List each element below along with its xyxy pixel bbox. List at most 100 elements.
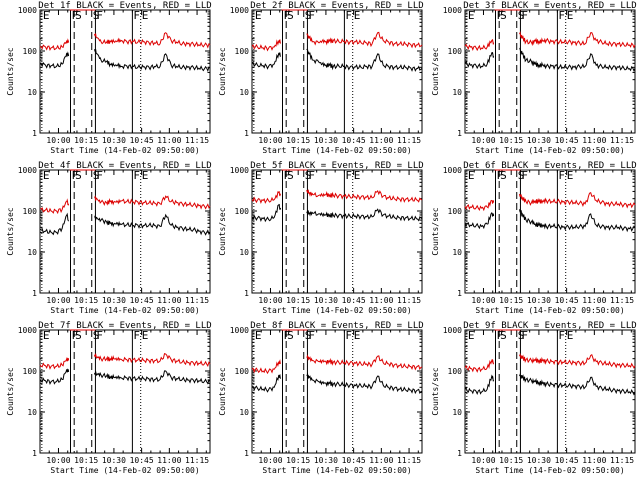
panel-title: Det 8f BLACK = Events, RED = LLD xyxy=(250,321,423,331)
x-tick-label: 10:45 xyxy=(342,136,366,145)
y-tick-label: 100 xyxy=(23,207,38,216)
plot-frame xyxy=(251,169,423,294)
y-tick-label: 1000 xyxy=(443,326,462,335)
x-tick-label: 10:15 xyxy=(499,136,523,145)
y-tick-label: 100 xyxy=(448,367,463,376)
lld-series-line xyxy=(94,195,211,210)
y-tick-label: 10 xyxy=(27,408,37,417)
x-tick-label: 11:15 xyxy=(610,136,634,145)
marker-label: F xyxy=(308,329,315,342)
lld-series-line xyxy=(464,199,495,212)
marker-label: E xyxy=(43,329,50,342)
panel-title: Det 1f BLACK = Events, RED = LLD xyxy=(38,1,211,11)
marker-label: F xyxy=(558,169,565,182)
x-axis-label: Start Time (14-Feb-02 09:50:00) xyxy=(50,306,199,315)
y-tick-label: 1 xyxy=(457,289,462,298)
x-tick-label: 10:30 xyxy=(314,296,338,305)
x-tick-label: 11:15 xyxy=(397,296,421,305)
events-series-line xyxy=(251,373,282,393)
y-tick-label: 1000 xyxy=(18,326,37,335)
marker-label: F xyxy=(521,329,528,342)
events-series-line xyxy=(306,208,423,222)
y-tick-label: 1 xyxy=(32,289,37,298)
x-axis-label: Start Time (14-Feb-02 09:50:00) xyxy=(262,146,411,155)
x-axis-label: Start Time (14-Feb-02 09:50:00) xyxy=(262,306,411,315)
x-tick-label: 11:15 xyxy=(397,136,421,145)
panel-title: Det 7f BLACK = Events, RED = LLD xyxy=(38,321,211,331)
lld-series-line xyxy=(251,39,281,52)
x-tick-label: 10:15 xyxy=(286,456,310,465)
y-tick-label: 100 xyxy=(23,47,38,56)
x-tick-label: 11:00 xyxy=(157,456,181,465)
x-tick-label: 10:45 xyxy=(130,136,154,145)
x-tick-label: 11:15 xyxy=(397,456,421,465)
x-tick-label: 10:45 xyxy=(555,456,579,465)
lld-series-line xyxy=(251,191,282,205)
y-axis-label: Counts/sec xyxy=(6,367,15,415)
marker-label: E xyxy=(43,169,50,182)
y-tick-label: 10 xyxy=(452,88,462,97)
marker-label: S xyxy=(500,169,507,182)
marker-label: S xyxy=(93,329,100,342)
marker-label: E xyxy=(142,329,149,342)
marker-label: S xyxy=(518,329,525,342)
x-tick-label: 10:30 xyxy=(314,456,338,465)
y-axis-label: Counts/sec xyxy=(218,47,227,95)
y-tick-label: 1000 xyxy=(443,166,462,175)
marker-label: F xyxy=(345,9,352,22)
x-tick-label: 10:30 xyxy=(527,456,551,465)
x-tick-label: 11:00 xyxy=(369,136,393,145)
marker-label: F xyxy=(71,9,78,22)
marker-label: S xyxy=(75,169,82,182)
y-axis-label: Counts/sec xyxy=(6,47,15,95)
lld-series-line xyxy=(464,39,495,52)
panel-det-6: Det 6f BLACK = Events, RED = LLD 1 10 100 10… xyxy=(431,161,637,315)
marker-label: F xyxy=(558,329,565,342)
x-tick-label: 10:00 xyxy=(46,296,70,305)
lld-series-line xyxy=(94,32,211,49)
marker-label: S xyxy=(93,169,100,182)
x-axis-label: Start Time (14-Feb-02 09:50:00) xyxy=(50,466,199,475)
x-tick-label: 10:00 xyxy=(471,296,495,305)
marker-label: E xyxy=(142,169,149,182)
x-tick-label: 10:15 xyxy=(286,136,310,145)
marker-label: F xyxy=(496,169,503,182)
x-tick-label: 11:00 xyxy=(369,296,393,305)
x-tick-label: 11:15 xyxy=(610,296,634,305)
y-tick-label: 1 xyxy=(457,449,462,458)
marker-label: F xyxy=(521,169,528,182)
events-series-line xyxy=(306,372,423,395)
x-tick-label: 11:00 xyxy=(582,456,606,465)
x-tick-label: 10:00 xyxy=(46,456,70,465)
marker-label: F xyxy=(133,169,140,182)
events-series-line xyxy=(251,203,282,223)
marker-label: F xyxy=(558,9,565,22)
panel-det-5: Det 5f BLACK = Events, RED = LLD 1 10 100 10… xyxy=(218,161,424,315)
marker-label: F xyxy=(71,329,78,342)
y-tick-label: 100 xyxy=(448,207,463,216)
x-tick-label: 10:15 xyxy=(74,136,98,145)
marker-label: S xyxy=(305,169,312,182)
plot-frame xyxy=(251,329,423,454)
x-tick-label: 10:45 xyxy=(555,136,579,145)
y-tick-label: 100 xyxy=(235,47,250,56)
marker-label: E xyxy=(255,9,262,22)
panel-det-2: Det 2f BLACK = Events, RED = LLD 1 10 100 10… xyxy=(218,1,424,155)
y-axis-label: Counts/sec xyxy=(431,367,440,415)
y-tick-label: 1 xyxy=(32,129,37,138)
x-axis-label: Start Time (14-Feb-02 09:50:00) xyxy=(475,306,624,315)
plot-frame xyxy=(39,9,211,134)
y-tick-label: 10 xyxy=(239,408,249,417)
marker-label: S xyxy=(305,329,312,342)
y-tick-label: 1000 xyxy=(18,6,37,15)
panel-det-7: Det 7f BLACK = Events, RED = LLD 1 10 100 10… xyxy=(6,321,212,475)
lld-series-line xyxy=(39,198,70,215)
lld-series-line xyxy=(519,352,636,369)
events-series-line xyxy=(519,46,636,72)
y-tick-label: 1 xyxy=(32,449,37,458)
plot-frame xyxy=(39,329,211,454)
y-axis-label: Counts/sec xyxy=(431,47,440,95)
marker-label: S xyxy=(305,9,312,22)
x-tick-label: 11:15 xyxy=(610,456,634,465)
marker-label: F xyxy=(96,9,103,22)
